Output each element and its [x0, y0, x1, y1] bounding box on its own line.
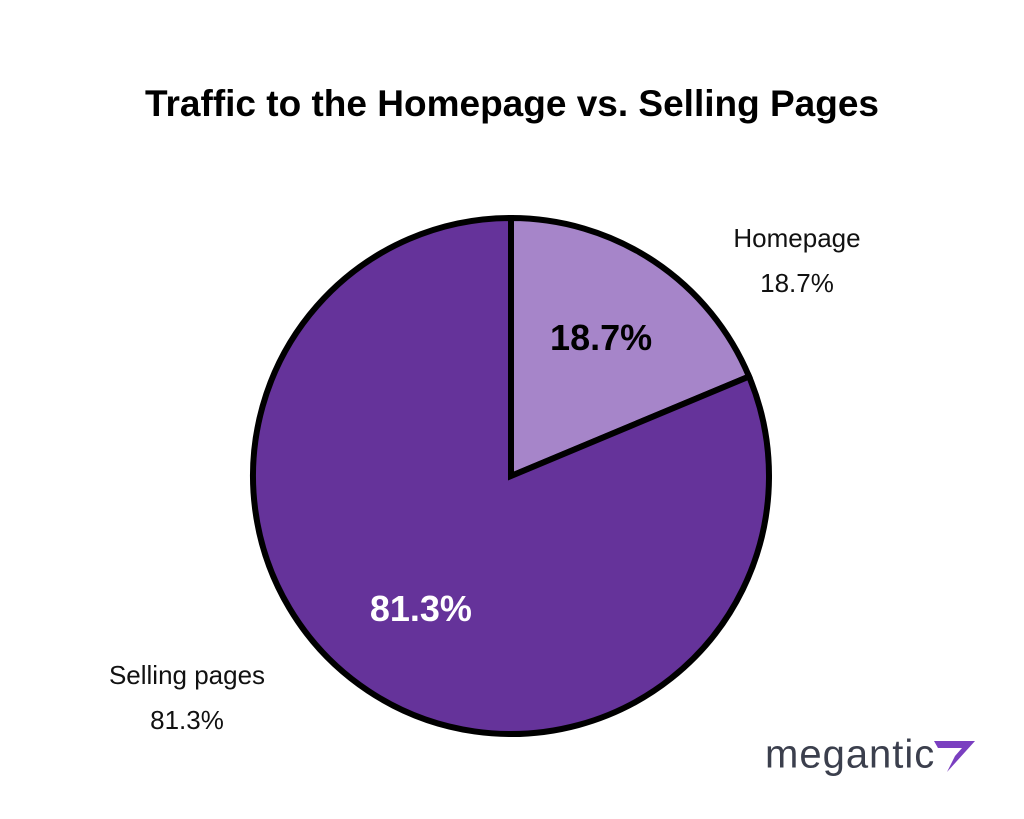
pie-slice — [250, 214, 772, 737]
slice-category-label: Homepage — [733, 223, 860, 253]
slice-value-label: 18.7% — [550, 317, 652, 358]
pie-slice — [508, 214, 753, 481]
chart-title: Traffic to the Homepage vs. Selling Page… — [145, 83, 879, 124]
pie — [250, 214, 772, 737]
slice-percent-label: 81.3% — [150, 705, 224, 735]
brand-logo: megantic — [765, 733, 935, 777]
slice-percent-label: 18.7% — [760, 268, 834, 298]
brand-mark — [934, 741, 975, 772]
slice-category-label: Selling pages — [109, 660, 265, 690]
labels: 18.7% Homepage 18.7% 81.3% Selling pages 81.3… — [109, 223, 861, 735]
slice-value-label: 81.3% — [370, 588, 472, 629]
